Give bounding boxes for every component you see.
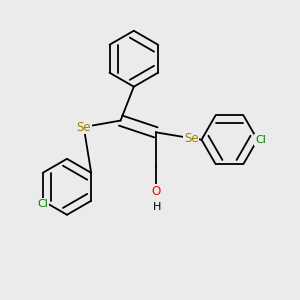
Text: O: O (151, 185, 160, 198)
Text: Cl: Cl (37, 199, 48, 209)
Text: Se: Se (76, 121, 91, 134)
Text: Cl: Cl (255, 135, 266, 145)
Text: Se: Se (184, 132, 199, 145)
Text: H: H (153, 202, 161, 212)
